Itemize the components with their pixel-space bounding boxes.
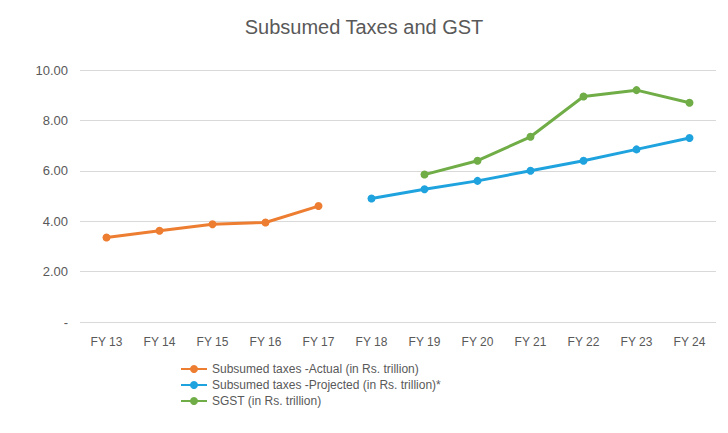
svg-text:2.00: 2.00 bbox=[43, 264, 68, 279]
svg-text:FY 18: FY 18 bbox=[356, 335, 388, 349]
svg-text:FY 24: FY 24 bbox=[674, 335, 706, 349]
svg-text:Subsumed Taxes and GST: Subsumed Taxes and GST bbox=[245, 16, 484, 38]
svg-text:FY 20: FY 20 bbox=[462, 335, 494, 349]
svg-text:8.00: 8.00 bbox=[43, 113, 68, 128]
svg-text:Subsumed taxes -Projected (in: Subsumed taxes -Projected (in Rs. trilli… bbox=[212, 378, 441, 392]
svg-text:SGST (in Rs. trillion): SGST (in Rs. trillion) bbox=[212, 394, 321, 408]
svg-text:10.00: 10.00 bbox=[35, 63, 68, 78]
svg-text:FY 17: FY 17 bbox=[303, 335, 335, 349]
svg-text:Subsumed taxes -Actual (in Rs.: Subsumed taxes -Actual (in Rs. trillion) bbox=[212, 362, 419, 376]
svg-text:FY 16: FY 16 bbox=[250, 335, 282, 349]
svg-text:4.00: 4.00 bbox=[43, 214, 68, 229]
svg-text:FY 14: FY 14 bbox=[144, 335, 176, 349]
svg-text:FY 15: FY 15 bbox=[197, 335, 229, 349]
svg-text:FY 13: FY 13 bbox=[91, 335, 123, 349]
svg-text:6.00: 6.00 bbox=[43, 163, 68, 178]
svg-text:-: - bbox=[64, 315, 68, 330]
svg-text:FY 22: FY 22 bbox=[568, 335, 600, 349]
svg-text:FY 19: FY 19 bbox=[409, 335, 441, 349]
svg-text:FY 21: FY 21 bbox=[515, 335, 547, 349]
svg-text:FY 23: FY 23 bbox=[621, 335, 653, 349]
